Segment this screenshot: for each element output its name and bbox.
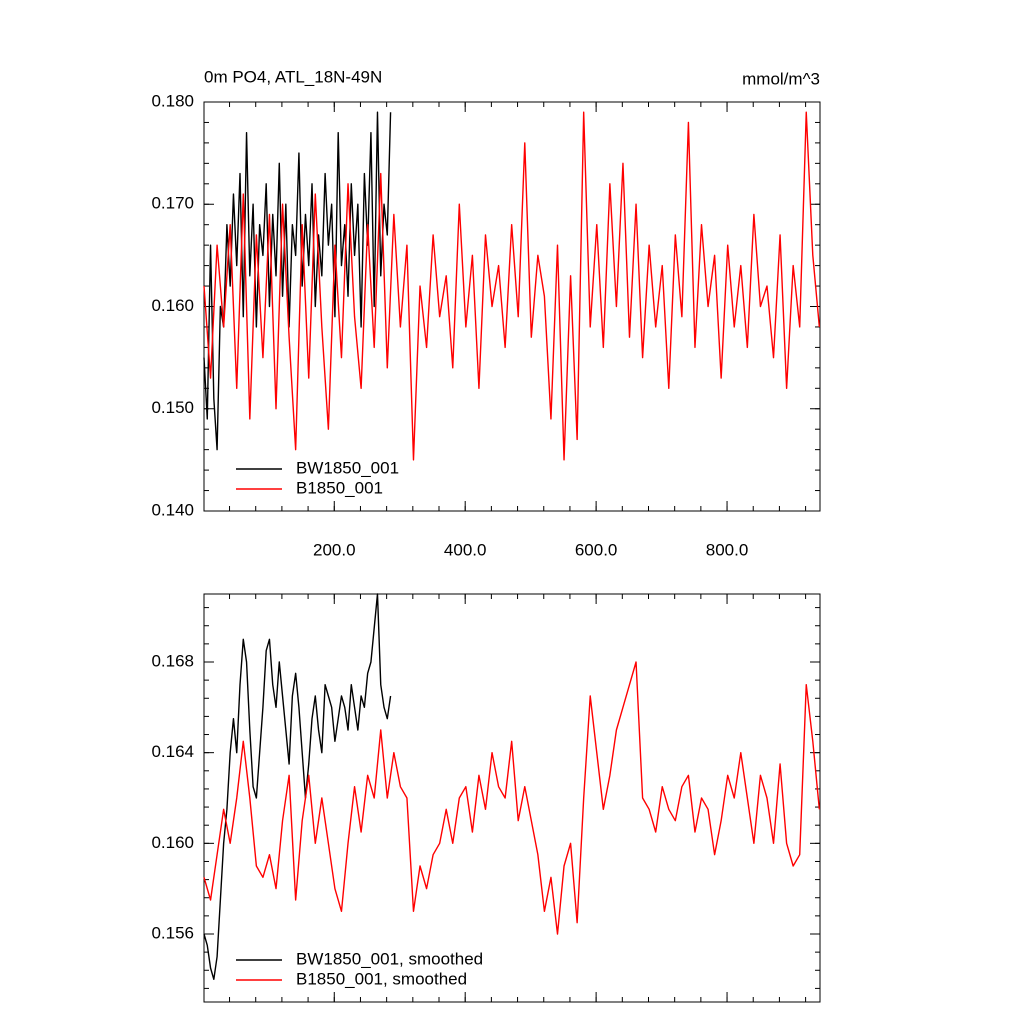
y-tick-label: 0.160 <box>151 833 194 852</box>
x-tick-label: 200.0 <box>313 540 356 559</box>
plot-frame <box>203 593 821 1003</box>
y-tick-label: 0.160 <box>151 296 194 315</box>
legend-label: BW1850_001 <box>296 458 399 477</box>
x-tick-label: 400.0 <box>444 540 487 559</box>
units-label: mmol/m^3 <box>742 69 820 88</box>
series-line <box>203 111 392 451</box>
y-tick-label: 0.180 <box>151 91 194 110</box>
y-tick-label: 0.150 <box>151 398 194 417</box>
y-tick-label: 0.168 <box>151 651 194 670</box>
legend-label: BW1850_001, smoothed <box>296 949 483 968</box>
series-line <box>203 111 821 461</box>
x-tick-label: 600.0 <box>575 540 618 559</box>
y-tick-label: 0.140 <box>151 500 194 519</box>
legend-label: B1850_001 <box>296 478 383 497</box>
chart-title: 0m PO4, ATL_18N-49N <box>204 67 382 86</box>
y-tick-label: 0.164 <box>151 742 194 761</box>
y-tick-label: 0.156 <box>151 923 194 942</box>
x-tick-label: 800.0 <box>706 540 749 559</box>
y-tick-label: 0.170 <box>151 194 194 213</box>
series-line <box>203 661 821 935</box>
plot-frame <box>203 101 821 512</box>
legend-label: B1850_001, smoothed <box>296 969 467 988</box>
series-line <box>203 593 392 981</box>
